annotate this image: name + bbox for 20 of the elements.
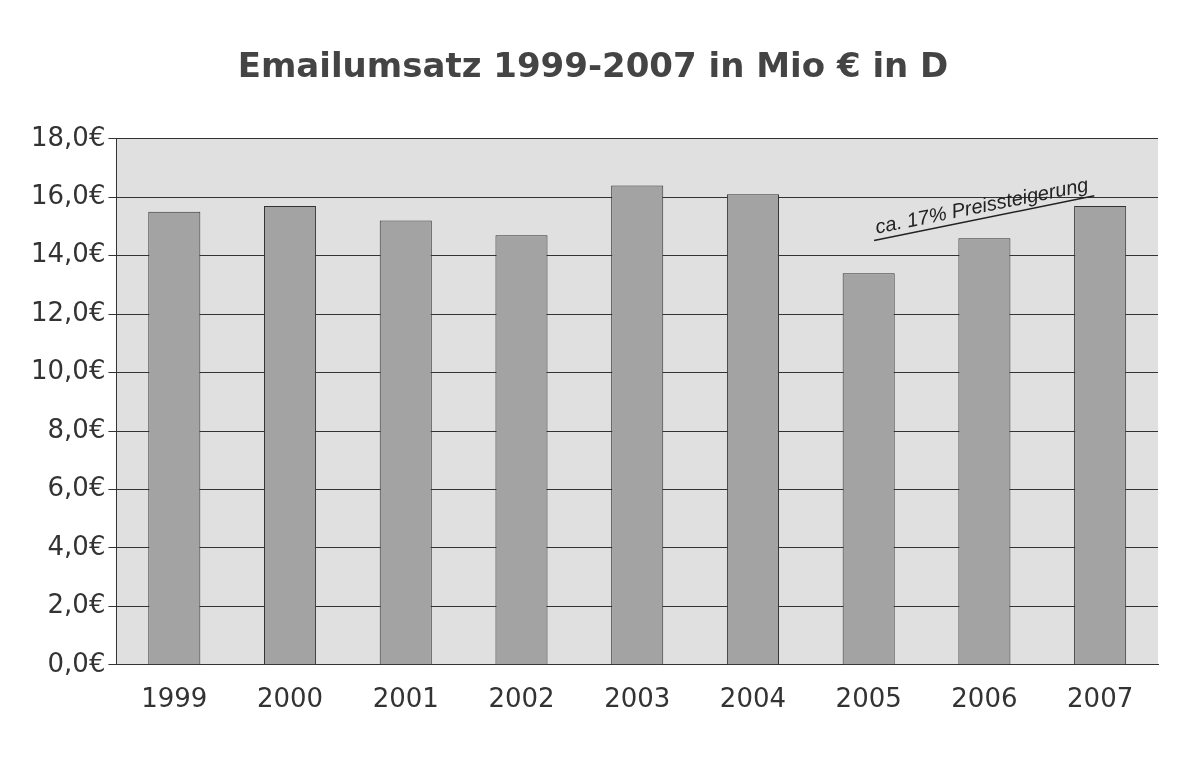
x-tick-label: 2002 [488, 683, 555, 714]
y-tick-label: 14,0€ [31, 238, 106, 269]
x-tick-label: 2007 [1067, 683, 1134, 714]
x-tick-label: 2004 [719, 683, 787, 714]
x-tick-label: 1999 [141, 683, 208, 714]
x-tick-label: 2006 [951, 683, 1018, 714]
y-tick-label: 16,0€ [31, 179, 106, 210]
chart-title: Emailumsatz 1999-2007 in Mio € in D [237, 45, 949, 86]
x-tick-label: 2005 [835, 683, 902, 714]
x-tick-label: 2000 [256, 683, 324, 714]
y-tick-label: 12,0€ [31, 296, 106, 327]
y-tick-label: 10,0€ [31, 355, 106, 386]
y-tick-label: 6,0€ [47, 472, 106, 503]
x-tick-label: 2001 [372, 683, 439, 714]
y-tick-label: 0,0€ [47, 647, 106, 678]
y-tick-label: 2,0€ [47, 589, 106, 620]
y-tick-label: 18,0€ [31, 121, 106, 152]
x-tick-label: 2003 [604, 683, 671, 714]
y-tick-label: 8,0€ [47, 413, 106, 444]
y-tick-label: 4,0€ [47, 530, 106, 561]
